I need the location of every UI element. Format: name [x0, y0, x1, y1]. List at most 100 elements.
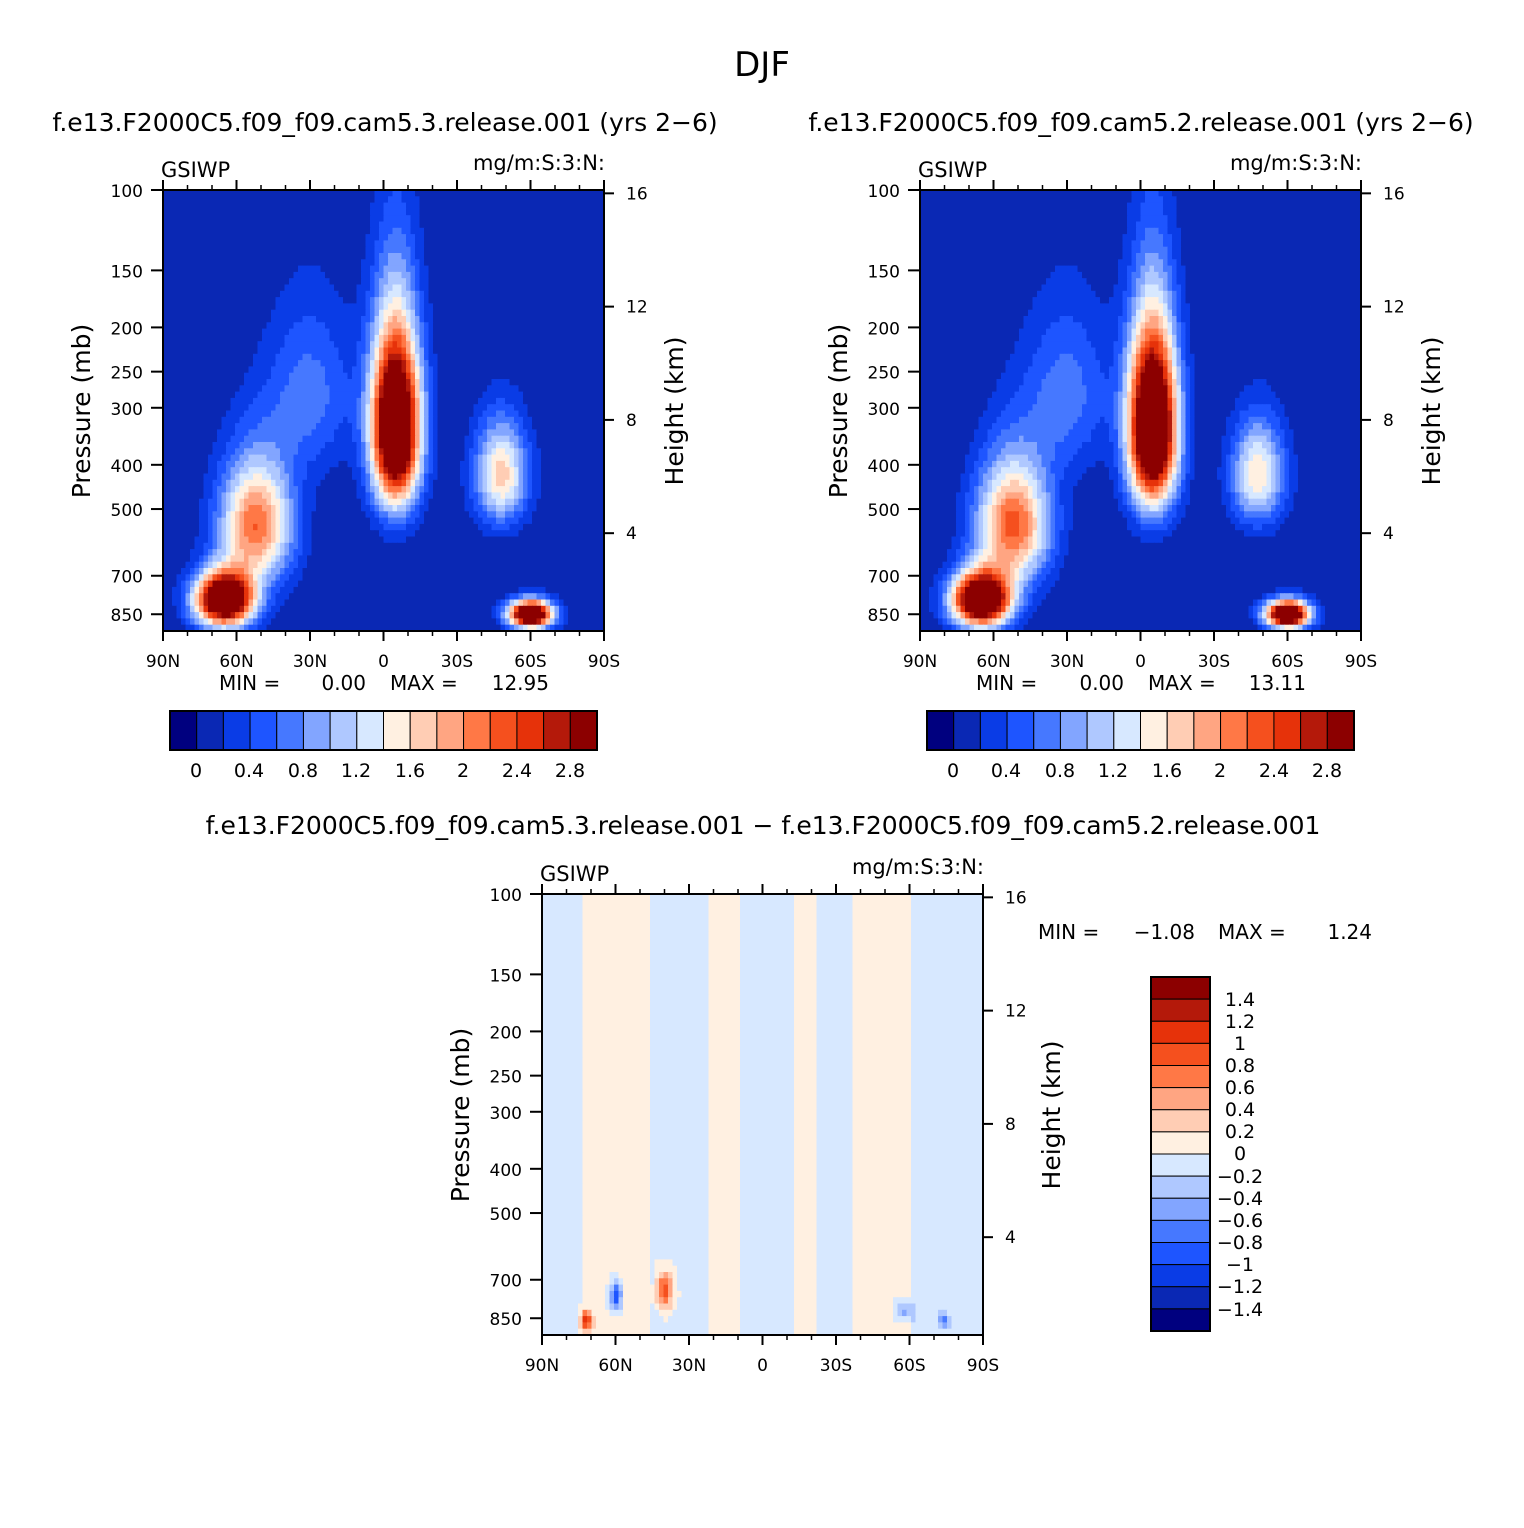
contour-cell: [586, 442, 591, 449]
contour-cell: [253, 348, 258, 355]
contour-cell: [438, 392, 443, 399]
contour-cell: [568, 411, 573, 418]
contour-cell: [370, 379, 375, 386]
contour-cell: [312, 329, 317, 336]
contour-cell: [339, 278, 344, 285]
contour-cell: [213, 360, 218, 367]
contour-cell: [294, 303, 299, 310]
contour-cell: [388, 398, 393, 405]
contour-cell: [172, 190, 177, 197]
contour-cell: [501, 379, 506, 386]
contour-cell: [456, 228, 461, 235]
contour-cell: [496, 196, 501, 203]
contour-cell: [474, 486, 479, 493]
contour-cell: [244, 474, 249, 481]
contour-cell: [334, 455, 339, 462]
contour-cell: [267, 297, 272, 304]
contour-cell: [402, 278, 407, 285]
contour-cell: [195, 442, 200, 449]
contour-cell: [438, 360, 443, 367]
contour-cell: [420, 348, 425, 355]
contour-cell: [177, 429, 182, 436]
contour-cell: [415, 366, 420, 373]
contour-cell: [478, 411, 483, 418]
contour-cell: [397, 303, 402, 310]
contour-cell: [397, 272, 402, 279]
contour-cell: [258, 266, 263, 273]
contour-cell: [555, 272, 560, 279]
contour-cell: [595, 278, 600, 285]
contour-cell: [402, 354, 407, 361]
contour-cell: [240, 329, 245, 336]
contour-cell: [307, 360, 312, 367]
contour-cell: [168, 398, 173, 405]
contour-cell: [244, 203, 249, 210]
contour-cell: [505, 329, 510, 336]
contour-cell: [550, 341, 555, 348]
contour-cell: [199, 366, 204, 373]
contour-cell: [388, 310, 393, 317]
contour-cell: [420, 228, 425, 235]
contour-cell: [303, 215, 308, 222]
contour-cell: [361, 505, 366, 512]
contour-cell: [253, 215, 258, 222]
contour-cell: [388, 341, 393, 348]
contour-cell: [388, 411, 393, 418]
contour-cell: [438, 461, 443, 468]
contour-cell: [316, 303, 321, 310]
contour-cell: [528, 348, 533, 355]
contour-cell: [528, 404, 533, 411]
contour-cell: [172, 303, 177, 310]
contour-cell: [523, 247, 528, 254]
contour-cell: [172, 253, 177, 260]
contour-cell: [375, 266, 380, 273]
contour-cell: [343, 392, 348, 399]
contour-cell: [379, 379, 384, 386]
contour-cell: [559, 385, 564, 392]
contour-cell: [388, 335, 393, 342]
contour-cell: [321, 442, 326, 449]
contour-cell: [487, 423, 492, 430]
contour-cell: [258, 297, 263, 304]
contour-cell: [537, 442, 542, 449]
contour-cell: [406, 247, 411, 254]
contour-cell: [577, 404, 582, 411]
contour-cell: [402, 329, 407, 336]
contour-cell: [550, 448, 555, 455]
contour-cell: [429, 455, 434, 462]
contour-cell: [186, 499, 191, 506]
contour-cell: [582, 240, 587, 247]
contour-cell: [568, 417, 573, 424]
contour-cell: [393, 278, 398, 285]
contour-cell: [262, 209, 267, 216]
contour-cell: [366, 486, 371, 493]
contour-cell: [226, 474, 231, 481]
contour-cell: [465, 228, 470, 235]
contour-cell: [379, 209, 384, 216]
contour-cell: [411, 303, 416, 310]
contour-cell: [550, 411, 555, 418]
contour-cell: [168, 366, 173, 373]
contour-cell: [195, 499, 200, 506]
contour-cell: [276, 329, 281, 336]
contour-cell: [469, 196, 474, 203]
contour-cell: [303, 461, 308, 468]
contour-cell: [492, 341, 497, 348]
contour-cell: [280, 222, 285, 229]
contour-cell: [474, 492, 479, 499]
contour-cell: [469, 467, 474, 474]
contour-cell: [325, 291, 330, 298]
contour-cell: [510, 398, 515, 405]
contour-cell: [172, 448, 177, 455]
contour-cell: [343, 474, 348, 481]
contour-cell: [478, 385, 483, 392]
contour-cell: [276, 272, 281, 279]
contour-cell: [285, 234, 290, 241]
contour-cell: [271, 448, 276, 455]
contour-cell: [501, 373, 506, 380]
contour-cell: [352, 455, 357, 462]
contour-cell: [546, 499, 551, 506]
contour-cell: [519, 222, 524, 229]
contour-cell: [528, 190, 533, 197]
contour-cell: [420, 486, 425, 493]
